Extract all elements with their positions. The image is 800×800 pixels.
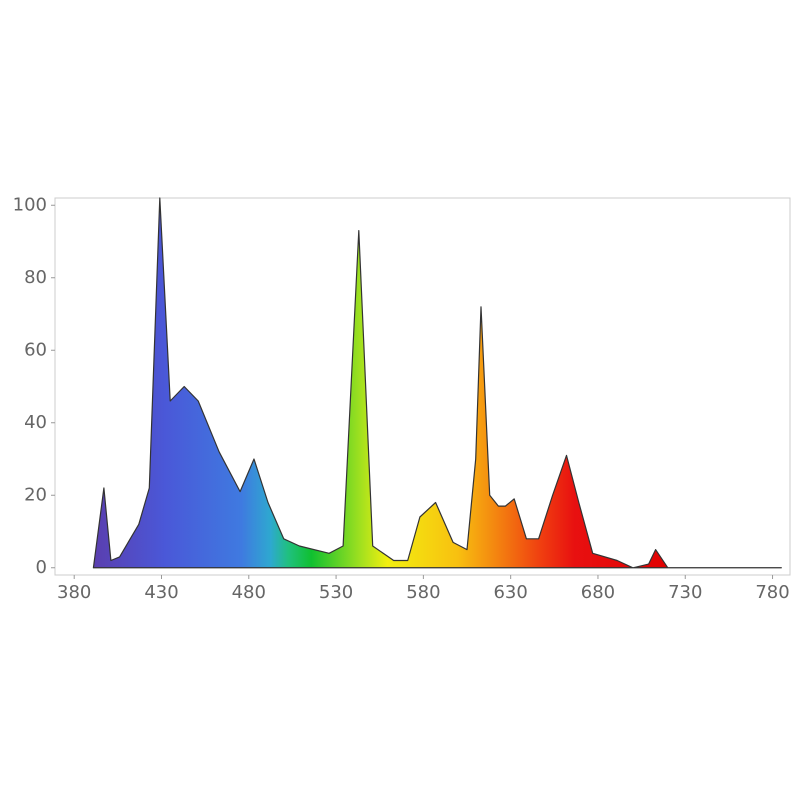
x-tick-label: 480: [232, 582, 266, 603]
y-tick-label: 40: [24, 412, 47, 433]
x-tick-label: 680: [581, 582, 615, 603]
y-tick-label: 80: [24, 267, 47, 288]
y-tick-label: 20: [24, 484, 47, 505]
x-tick-label: 530: [319, 582, 353, 603]
y-tick-label: 100: [13, 194, 47, 215]
x-tick-label: 430: [144, 582, 178, 603]
x-tick-label: 730: [668, 582, 702, 603]
plot-frame: [54, 197, 791, 576]
x-tick-label: 380: [57, 582, 91, 603]
x-tick-label: 780: [755, 582, 789, 603]
spectrum-area: [92, 197, 782, 569]
y-tick-label: 60: [24, 339, 47, 360]
x-tick-label: 630: [493, 582, 527, 603]
x-tick-label: 580: [406, 582, 440, 603]
y-tick-label: 0: [36, 557, 47, 578]
